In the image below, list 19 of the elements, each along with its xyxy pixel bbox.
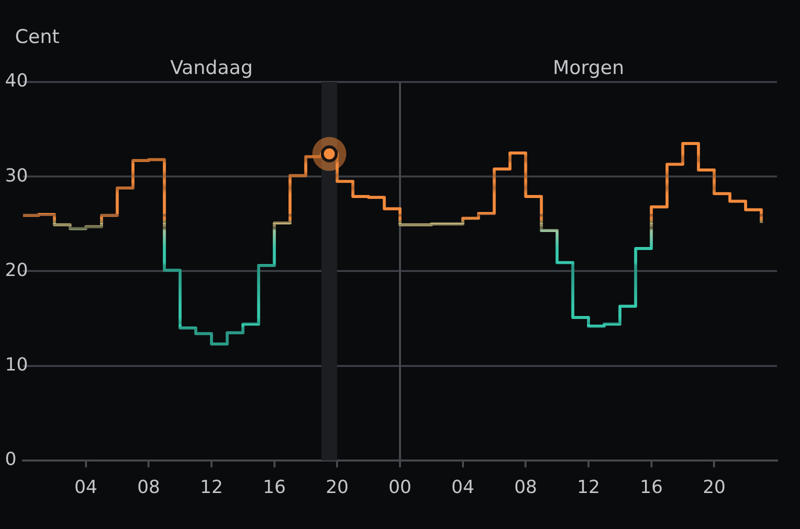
x-tick-label: 04 xyxy=(451,476,474,498)
x-tick-label: 12 xyxy=(200,476,223,498)
y-tick-label: 30 xyxy=(5,165,28,186)
y-tick-label: 0 xyxy=(5,449,16,470)
x-tick-label: 08 xyxy=(137,476,160,498)
x-tick-label: 00 xyxy=(388,476,412,498)
y-tick-label: 40 xyxy=(5,70,28,92)
text: Vandaag xyxy=(170,57,253,79)
x-tick-label: 20 xyxy=(326,476,349,498)
x-tick-label: 12 xyxy=(577,476,600,498)
y-axis-title: Cent xyxy=(15,26,60,48)
x-tick-label: 16 xyxy=(640,476,663,498)
text: Morgen xyxy=(552,57,624,79)
y-tick-label: 10 xyxy=(5,354,28,376)
x-tick-label: 08 xyxy=(514,476,538,498)
x-tick-label: 20 xyxy=(702,476,726,498)
y-tick-label: 20 xyxy=(5,260,28,281)
x-tick-label: 16 xyxy=(262,476,286,498)
x-tick-label: 04 xyxy=(74,476,98,498)
